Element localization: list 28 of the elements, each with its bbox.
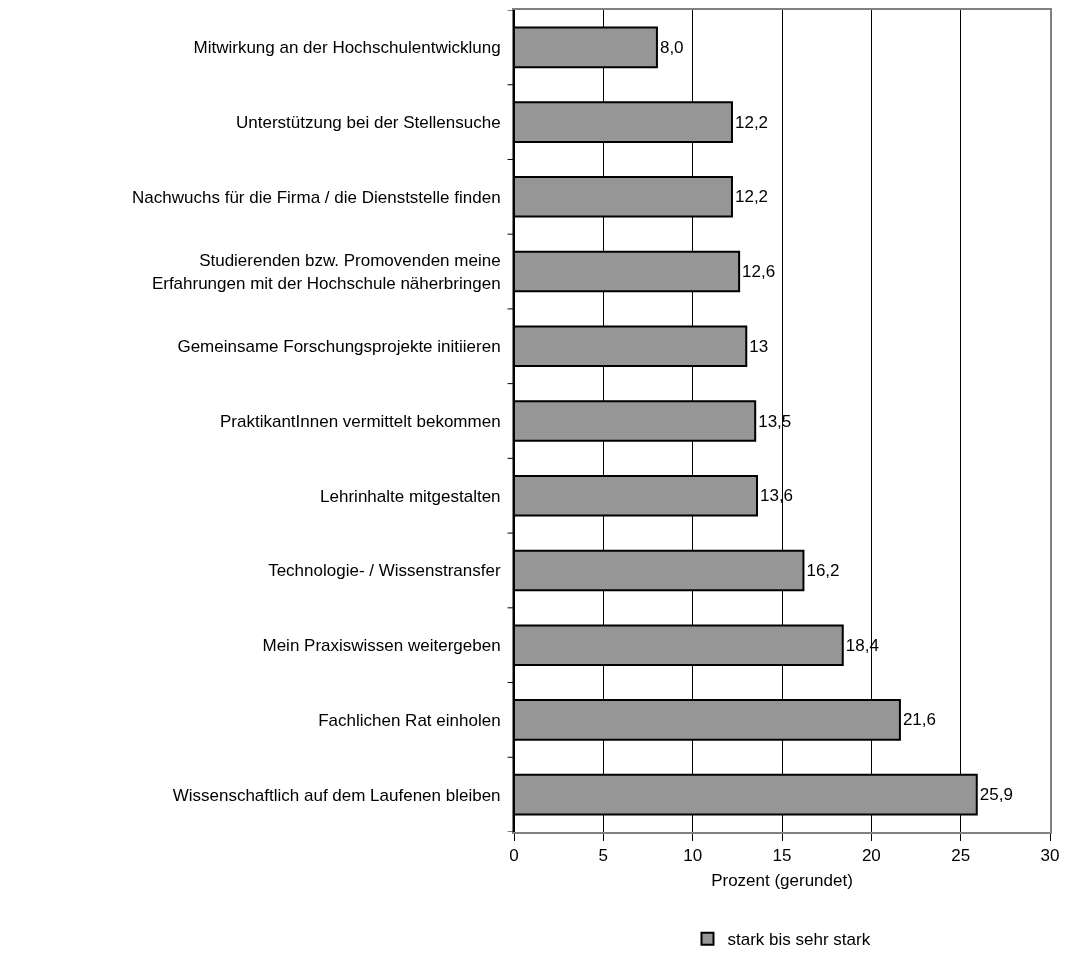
x-tick-label: 30 [1040,846,1060,866]
legend-label: stark bis sehr stark [727,930,871,950]
data-label: 8,0 [659,37,684,57]
y-tick-label: Unterstützung bei der Stellensuche [235,113,501,133]
y-tick-label: PraktikantInnen vermittelt bekommen [219,411,501,431]
x-tick-label: 10 [683,846,703,866]
y-tick-label: Mein Praxiswissen weitergeben [262,636,501,656]
x-tick-label: 15 [772,846,792,866]
x-tick-label: 0 [509,846,519,866]
data-label: 12,2 [734,187,769,207]
data-label: 12,6 [742,262,776,282]
data-label: 13 [749,336,769,356]
y-tick-label: Nachwuchs für die Firma / die Dienststelle finden [132,187,501,207]
y-tick-label: Lehrinhalte mitgestalten [320,486,501,506]
y-tick-label: Mitwirkung an der Hochschulentwicklung [193,38,501,58]
data-label: 21,6 [902,710,937,730]
x-tick-label: 25 [951,846,971,866]
data-label: 16,2 [806,560,840,580]
y-tick-label: Fachlichen Rat einholen [318,710,501,730]
data-label: 12,2 [734,112,769,132]
x-tick-label: 20 [861,846,881,866]
y-tick-label: Technologie- / Wissenstransfer [268,561,501,581]
data-label: 25,9 [979,785,1013,805]
x-tick-label: 5 [598,846,609,866]
y-tick-label: Wissenschaftlich auf dem Laufenen bleiben [172,785,501,805]
y-tick-label: Studierenden bzw. Promovenden meine Erfahrungen mit der Hochschule näherbringen [151,251,501,293]
y-tick-label: Gemeinsame Forschungsprojekte initiieren [177,337,501,357]
x-axis-title: Prozent (gerundet) [711,871,853,891]
